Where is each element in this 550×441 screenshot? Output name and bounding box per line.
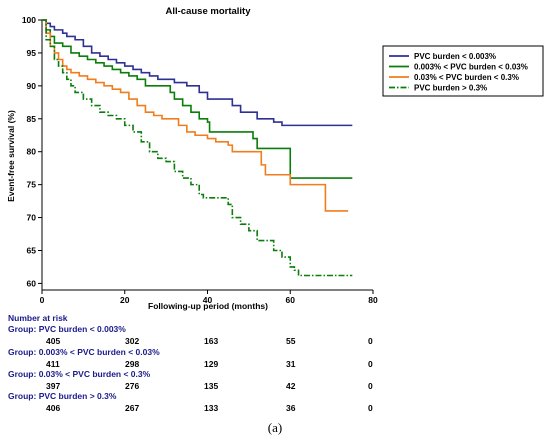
risk-value: 129: [204, 359, 219, 369]
y-tick-label: 60: [27, 278, 37, 288]
legend-label: 0.003% < PVC burden < 0.03%: [414, 63, 528, 72]
y-axis-label: Event-free survival (%): [6, 110, 16, 202]
risk-value: 0: [368, 359, 373, 369]
risk-group-label: Group: PVC burden < 0.003%: [8, 324, 126, 334]
x-axis-label: Following-up period (months): [148, 301, 268, 311]
series-line-2: [42, 19, 353, 179]
legend-label: 0.03% < PVC burden < 0.3%: [414, 73, 519, 82]
risk-value: 31: [286, 359, 296, 369]
risk-value: 276: [125, 381, 140, 391]
series-line-1: [42, 19, 353, 127]
y-tick-label: 90: [27, 81, 37, 91]
risk-value: 405: [46, 336, 61, 346]
y-tick-label: 85: [27, 114, 37, 124]
risk-value: 411: [46, 359, 60, 369]
risk-value: 302: [125, 336, 140, 346]
risk-value: 55: [286, 336, 296, 346]
legend-label: PVC burden < 0.003%: [414, 52, 496, 61]
risk-value: 133: [204, 403, 219, 413]
risk-value: 36: [286, 403, 296, 413]
series-layer: [42, 19, 353, 277]
y-tick-label: 65: [27, 245, 37, 255]
y-tick-label: 80: [27, 147, 37, 157]
risk-value: 42: [286, 381, 296, 391]
risk-value: 163: [204, 336, 219, 346]
risk-value: 0: [368, 381, 373, 391]
risk-value: 406: [46, 403, 61, 413]
x-tick-label: 40: [203, 295, 213, 305]
risk-group-label: Group: PVC burden > 0.3%: [8, 391, 117, 401]
y-tick-label: 95: [27, 48, 37, 58]
risk-value: 0: [368, 336, 373, 346]
risk-value: 267: [125, 403, 140, 413]
x-tick-label: 80: [368, 295, 378, 305]
risk-value: 135: [204, 381, 219, 391]
risk-group-label: Group: 0.03% < PVC burden < 0.3%: [8, 369, 151, 379]
series-line-4: [42, 19, 353, 277]
y-tick-label: 100: [22, 15, 36, 25]
legend-box: [382, 45, 544, 97]
legend: PVC burden < 0.003% 0.003% < PVC burden <…: [382, 45, 544, 97]
risk-value: 397: [46, 381, 61, 391]
risk-group-label: Group: 0.003% < PVC burden < 0.03%: [8, 347, 160, 357]
series-line-3: [42, 19, 349, 212]
legend-label: PVC burden > 0.3%: [414, 84, 487, 93]
chart-title: All-cause mortality: [166, 6, 252, 17]
y-tick-label: 70: [27, 213, 37, 223]
km-chart: All-cause mortality Event-free survival …: [6, 6, 544, 311]
figure-caption: (a): [267, 420, 283, 435]
x-tick-label: 60: [286, 295, 296, 305]
y-tick-label: 75: [27, 180, 37, 190]
x-tick-label: 20: [120, 295, 130, 305]
risk-value: 298: [125, 359, 140, 369]
x-tick-label: 0: [40, 295, 45, 305]
risk-value: 0: [368, 403, 373, 413]
